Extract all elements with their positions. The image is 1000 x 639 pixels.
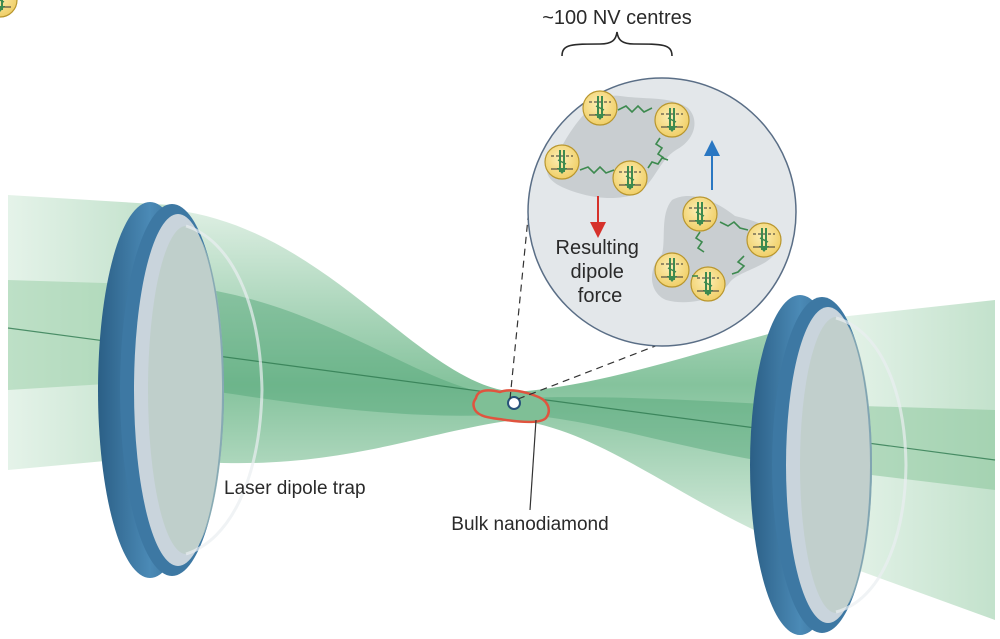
nv-centre-icon	[612, 160, 648, 196]
nanodiamond-pointer	[529, 419, 537, 511]
dipole-force-line-3: force	[578, 285, 622, 307]
nanodiamond-icon	[472, 389, 550, 424]
beam-focused	[175, 210, 830, 560]
nv-centre-icon	[654, 252, 690, 288]
dipole-force-line-1: Resulting	[556, 237, 639, 259]
left-mirror	[98, 202, 264, 578]
nv-centres-label: ~100 NV centres	[542, 7, 692, 29]
zoom-inset: Resulting dipole force	[0, 0, 797, 347]
nv-centre-icon	[690, 266, 726, 302]
dipole-force-line-2: dipole	[571, 261, 624, 283]
dipole-force-label: Resulting dipole force	[556, 237, 645, 307]
zoom-line-right	[517, 317, 729, 400]
nv-centre-icon	[654, 102, 690, 138]
nv-centre-template	[0, 0, 18, 18]
nv-centre-icon	[544, 144, 580, 180]
laser-dipole-trap-label: Laser dipole trap	[224, 478, 366, 499]
bulk-nanodiamond-label: Bulk nanodiamond	[451, 514, 608, 535]
nv-centre-icon	[582, 90, 618, 126]
nv-brace	[561, 31, 673, 57]
zoom-line-left	[509, 197, 531, 400]
nv-centre-icon	[682, 196, 718, 232]
nv-interaction-arrows	[579, 104, 749, 277]
right-mirror	[750, 295, 908, 635]
nv-centre-icon	[746, 222, 782, 258]
